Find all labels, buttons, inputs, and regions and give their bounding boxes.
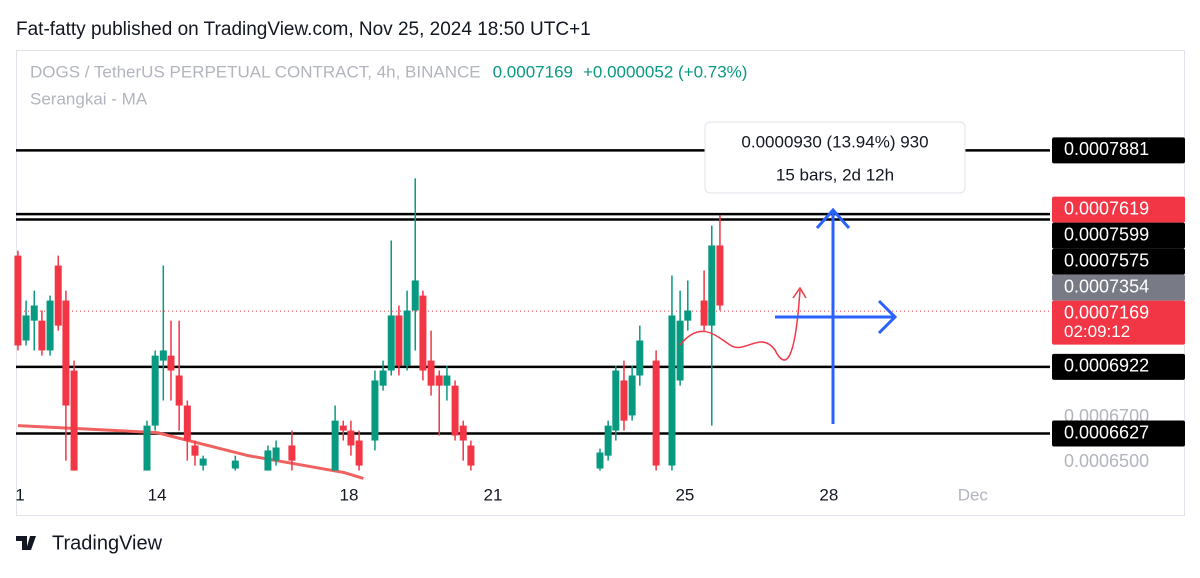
- candle-body: [331, 420, 339, 471]
- price-label: 0.0007354: [1064, 276, 1149, 296]
- candle-body: [183, 405, 191, 441]
- candle-body: [443, 375, 451, 386]
- candle-body: [167, 355, 175, 371]
- candle-body: [191, 445, 199, 456]
- candle-body: [684, 310, 692, 321]
- price-label: 0.0007599: [1064, 224, 1149, 244]
- price-label: 0.0006627: [1064, 422, 1149, 442]
- price-label-box: [1052, 300, 1185, 345]
- candle-body: [676, 320, 684, 381]
- candle-body: [612, 370, 620, 431]
- candle-body: [427, 360, 435, 386]
- candle-body: [652, 360, 660, 466]
- candle-body: [264, 450, 272, 471]
- price-label-box: [1052, 353, 1185, 380]
- candle-body: [403, 310, 411, 366]
- brand-logo: [16, 536, 36, 550]
- candle-body: [668, 315, 676, 466]
- price-label-box: [1052, 196, 1185, 223]
- candle-body: [151, 355, 159, 426]
- price-axis: 0.0007881 0.0007619 0.0007599 0.0007575 0.00…: [1052, 137, 1185, 471]
- candle-body: [272, 447, 280, 461]
- candle-body: [30, 305, 38, 321]
- candle-body: [387, 315, 395, 371]
- candle-body: [54, 265, 62, 326]
- candle-body: [708, 245, 716, 326]
- x-tick-label: 14: [148, 485, 167, 504]
- price-label: 0.0006500: [1064, 451, 1149, 471]
- last-price: 0.0007169: [493, 62, 573, 81]
- candle-body: [175, 375, 183, 406]
- published-line: Fat-fatty published on TradingView.com, …: [16, 19, 591, 40]
- candle-body: [288, 445, 296, 461]
- candle-body: [38, 320, 46, 351]
- candle-body: [604, 425, 612, 456]
- candle-body: [159, 350, 167, 361]
- x-tick-label: 28: [819, 485, 838, 504]
- ma-line: [17, 424, 364, 480]
- candle-body: [596, 452, 604, 469]
- candle-body: [62, 300, 70, 406]
- candle-body: [451, 385, 459, 436]
- indicator-label: Serangkai - MA: [30, 89, 148, 108]
- drawings: 0.0000930 (13.94%) 930 15 bars, 2d 12h: [679, 121, 966, 424]
- price-label: 0.0007619: [1064, 198, 1149, 218]
- brand-name: TradingView: [52, 532, 163, 554]
- candle-body: [70, 370, 78, 471]
- price-label-box: [1052, 420, 1185, 447]
- measure-tooltip: [704, 121, 966, 194]
- price-label-box: [1052, 222, 1185, 249]
- candle-body: [716, 245, 724, 306]
- measure-line2: 15 bars, 2d 12h: [776, 165, 894, 184]
- candle-body: [459, 425, 467, 441]
- price-label: 0.0007575: [1064, 250, 1149, 270]
- candle-body: [620, 380, 628, 421]
- candle-body: [347, 430, 355, 446]
- candle-body: [700, 300, 708, 326]
- candle-body: [411, 280, 419, 311]
- candle-body: [22, 315, 30, 341]
- candle-body: [355, 440, 363, 466]
- candle-body: [46, 300, 54, 351]
- price-label-box: [1052, 248, 1185, 275]
- projection-curve: [679, 289, 801, 361]
- candle-body: [371, 380, 379, 441]
- symbol: DOGS / TetherUS PERPETUAL CONTRACT, 4h, …: [30, 62, 481, 81]
- candle-body: [199, 458, 207, 466]
- price-label-box: [1052, 274, 1185, 301]
- candle-body: [339, 425, 347, 431]
- price-label: 0.0007169: [1064, 302, 1149, 322]
- candle-body: [419, 295, 427, 371]
- candle-body: [467, 445, 475, 466]
- brand: TradingView: [16, 532, 163, 554]
- x-tick-label: 25: [675, 485, 694, 504]
- price-change: +0.0000052 (+0.73%): [583, 62, 747, 81]
- candle-body: [231, 460, 239, 469]
- candle-body: [628, 375, 636, 416]
- measure-arrowhead-right: [877, 299, 898, 335]
- measure-arrowhead-up: [815, 207, 851, 229]
- price-label: 0.0007881: [1064, 139, 1149, 159]
- candle-body: [379, 370, 387, 386]
- candle-body: [636, 340, 644, 376]
- candle-body: [14, 255, 22, 346]
- measure-line1: 0.0000930 (13.94%) 930: [741, 132, 928, 151]
- candle-body: [395, 315, 403, 366]
- candle-body: [435, 375, 443, 386]
- x-tick-label: 18: [340, 485, 359, 504]
- price-label: 0.0006922: [1064, 356, 1149, 376]
- price-label-box: [1052, 137, 1185, 164]
- countdown-label: 02:09:12: [1064, 322, 1130, 341]
- x-tick-label: 21: [484, 485, 503, 504]
- projection-arrowhead: [792, 286, 807, 299]
- x-tick-label: 1: [15, 485, 24, 504]
- x-tick-label: Dec: [958, 485, 989, 504]
- candle-body: [143, 425, 151, 471]
